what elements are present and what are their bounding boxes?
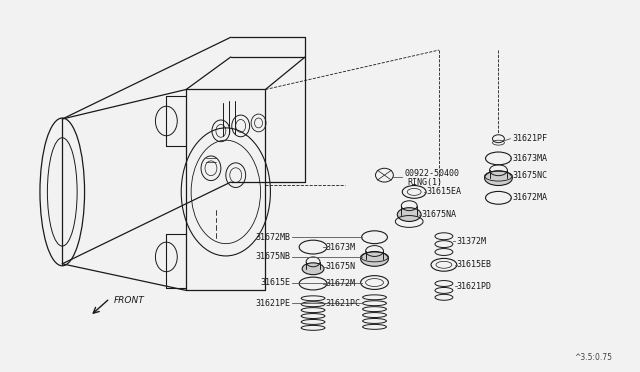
Text: 31615EB: 31615EB <box>457 260 492 269</box>
Text: 31615E: 31615E <box>260 278 291 287</box>
Ellipse shape <box>397 208 421 221</box>
Text: 00922-50400: 00922-50400 <box>404 169 460 178</box>
Text: 31672MB: 31672MB <box>255 233 291 242</box>
Text: ^3.5:0.75: ^3.5:0.75 <box>575 353 612 362</box>
Text: 31615EA: 31615EA <box>426 187 461 196</box>
Text: 31673MA: 31673MA <box>512 154 547 163</box>
Text: RING(1): RING(1) <box>407 177 442 187</box>
Text: 31675NA: 31675NA <box>421 210 456 219</box>
Ellipse shape <box>302 263 324 275</box>
Text: 31621PE: 31621PE <box>255 299 291 308</box>
Text: 31675N: 31675N <box>325 262 355 271</box>
Text: 31675NC: 31675NC <box>512 171 547 180</box>
Ellipse shape <box>484 171 512 186</box>
Ellipse shape <box>361 251 388 266</box>
Text: 31673M: 31673M <box>325 243 355 251</box>
Text: 31372M: 31372M <box>457 237 487 246</box>
Text: FRONT: FRONT <box>114 296 145 305</box>
Text: 31672M: 31672M <box>325 279 355 288</box>
Text: 31675NB: 31675NB <box>255 253 291 262</box>
Text: 31621PD: 31621PD <box>457 282 492 291</box>
Text: 31672MA: 31672MA <box>512 193 547 202</box>
Text: 31621PC: 31621PC <box>325 299 360 308</box>
Text: 31621PF: 31621PF <box>512 134 547 143</box>
